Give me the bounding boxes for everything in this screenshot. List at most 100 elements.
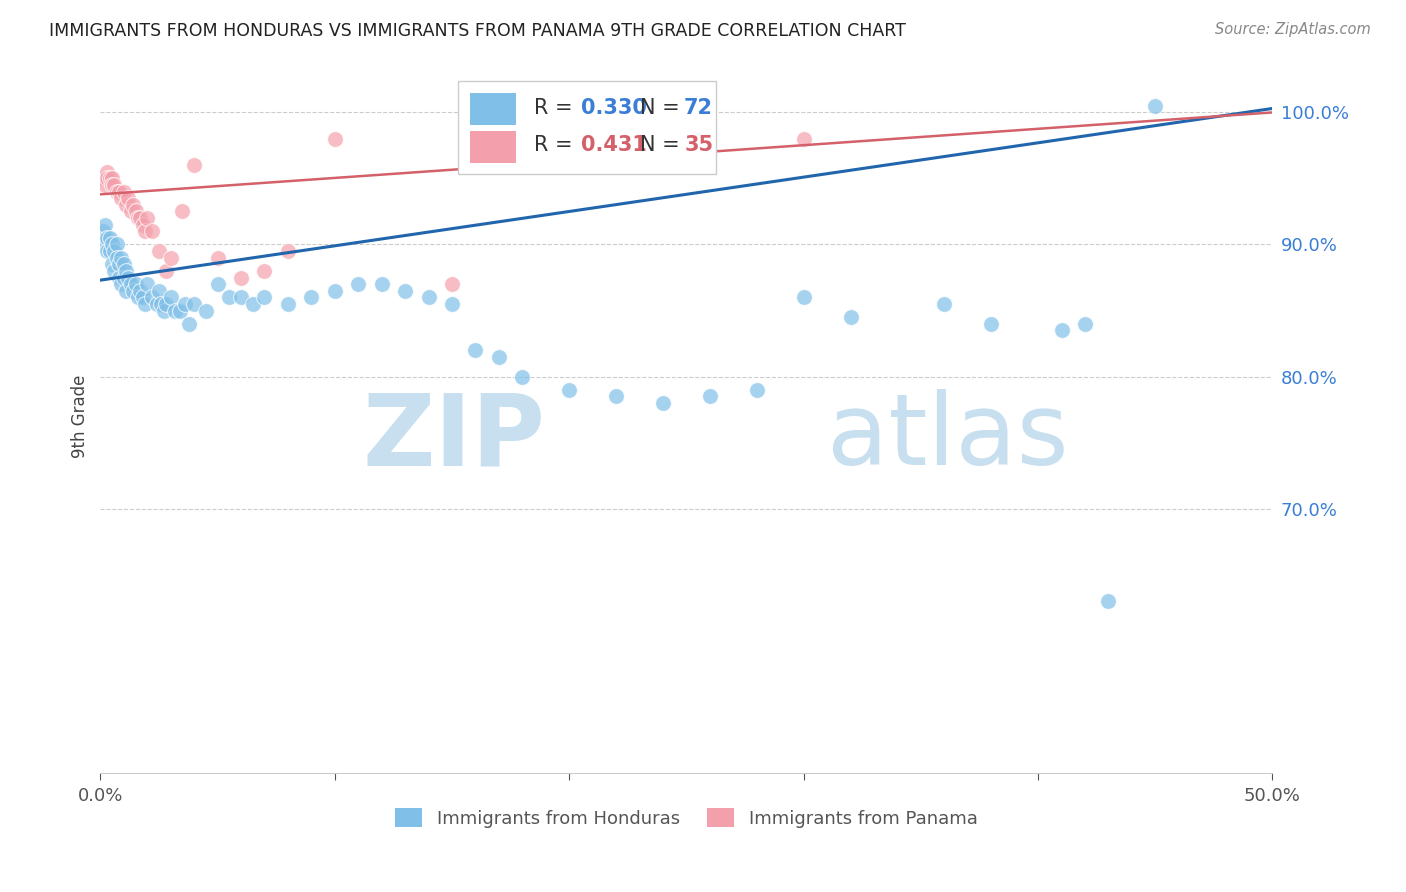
- Text: N =: N =: [640, 98, 686, 118]
- Point: [120, 204, 142, 219]
- Point: [101, 178, 124, 192]
- Point: [299, 290, 322, 304]
- Point: [218, 290, 240, 304]
- Point: [96, 231, 118, 245]
- Point: [108, 270, 131, 285]
- Point: [141, 224, 163, 238]
- Point: [150, 297, 173, 311]
- Point: [440, 297, 463, 311]
- Point: [242, 297, 264, 311]
- Point: [652, 396, 675, 410]
- Point: [179, 317, 201, 331]
- Point: [94, 237, 117, 252]
- Point: [323, 284, 346, 298]
- FancyBboxPatch shape: [458, 81, 716, 174]
- Point: [91, 224, 114, 238]
- Point: [229, 290, 252, 304]
- Point: [124, 204, 146, 219]
- Point: [169, 303, 191, 318]
- Point: [347, 277, 370, 292]
- Point: [1074, 317, 1097, 331]
- Point: [115, 264, 138, 278]
- Point: [1144, 99, 1167, 113]
- Point: [745, 383, 768, 397]
- Point: [112, 270, 135, 285]
- Point: [129, 284, 152, 298]
- Point: [155, 297, 177, 311]
- Point: [136, 277, 159, 292]
- Point: [173, 297, 195, 311]
- Point: [605, 389, 627, 403]
- Point: [1097, 594, 1119, 608]
- Point: [122, 284, 145, 298]
- Point: [159, 251, 181, 265]
- Point: [108, 257, 131, 271]
- Point: [699, 389, 721, 403]
- Point: [980, 317, 1002, 331]
- Point: [148, 244, 170, 258]
- Point: [793, 132, 815, 146]
- Point: [98, 231, 121, 245]
- Text: Source: ZipAtlas.com: Source: ZipAtlas.com: [1215, 22, 1371, 37]
- Point: [183, 297, 205, 311]
- Point: [127, 211, 149, 225]
- Point: [793, 290, 815, 304]
- Point: [105, 185, 128, 199]
- Point: [229, 270, 252, 285]
- Text: 72: 72: [685, 98, 713, 118]
- Text: IMMIGRANTS FROM HONDURAS VS IMMIGRANTS FROM PANAMA 9TH GRADE CORRELATION CHART: IMMIGRANTS FROM HONDURAS VS IMMIGRANTS F…: [49, 22, 905, 40]
- Point: [94, 218, 117, 232]
- Point: [183, 158, 205, 172]
- Point: [101, 237, 124, 252]
- Point: [101, 171, 124, 186]
- Point: [103, 244, 125, 258]
- Text: 35: 35: [685, 136, 713, 155]
- Point: [105, 251, 128, 265]
- Point: [488, 350, 510, 364]
- Point: [91, 171, 114, 186]
- Point: [96, 165, 118, 179]
- Point: [136, 211, 159, 225]
- Point: [558, 383, 581, 397]
- Point: [418, 290, 440, 304]
- Text: atlas: atlas: [827, 389, 1069, 486]
- Point: [96, 171, 118, 186]
- Point: [253, 290, 276, 304]
- Point: [131, 218, 153, 232]
- Point: [145, 297, 167, 311]
- Point: [323, 132, 346, 146]
- Point: [1050, 323, 1073, 337]
- FancyBboxPatch shape: [470, 131, 516, 163]
- Point: [110, 191, 132, 205]
- Point: [207, 251, 229, 265]
- Point: [98, 171, 121, 186]
- Point: [94, 178, 117, 192]
- Point: [115, 284, 138, 298]
- Point: [134, 297, 156, 311]
- Point: [120, 277, 142, 292]
- Point: [127, 290, 149, 304]
- Text: R =: R =: [534, 98, 579, 118]
- Point: [141, 290, 163, 304]
- Point: [165, 303, 187, 318]
- Point: [112, 185, 135, 199]
- Point: [134, 224, 156, 238]
- Point: [124, 277, 146, 292]
- Y-axis label: 9th Grade: 9th Grade: [72, 375, 89, 458]
- Point: [103, 264, 125, 278]
- Point: [370, 277, 392, 292]
- Point: [103, 178, 125, 192]
- Point: [122, 198, 145, 212]
- Point: [464, 343, 486, 358]
- Point: [277, 297, 299, 311]
- Text: ZIP: ZIP: [363, 389, 546, 486]
- Point: [115, 198, 138, 212]
- Point: [934, 297, 956, 311]
- Point: [159, 290, 181, 304]
- Point: [172, 204, 194, 219]
- Text: R =: R =: [534, 136, 579, 155]
- Point: [101, 257, 124, 271]
- Text: 0.431: 0.431: [581, 136, 647, 155]
- Point: [394, 284, 416, 298]
- FancyBboxPatch shape: [470, 93, 516, 125]
